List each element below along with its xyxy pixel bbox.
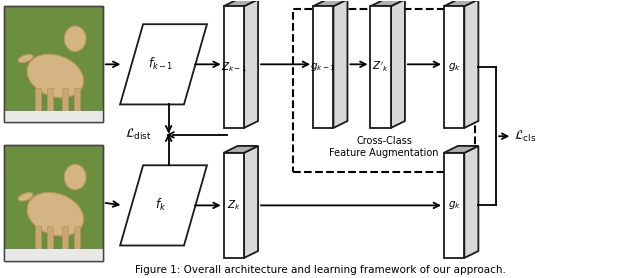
- Polygon shape: [223, 0, 258, 6]
- Bar: [74, 226, 80, 251]
- Text: $Z_k$: $Z_k$: [227, 198, 241, 212]
- Bar: [4, 249, 103, 261]
- Bar: [4, 6, 103, 122]
- Text: $Z_{k-1}$: $Z_{k-1}$: [221, 60, 247, 74]
- Ellipse shape: [27, 192, 84, 236]
- Text: Cross-Class
Feature Augmentation: Cross-Class Feature Augmentation: [330, 136, 439, 158]
- Text: $g_k$: $g_k$: [447, 199, 461, 211]
- Bar: [444, 6, 465, 128]
- Polygon shape: [313, 0, 348, 6]
- Bar: [223, 153, 244, 258]
- Bar: [4, 111, 103, 122]
- Text: $Z'_k$: $Z'_k$: [372, 60, 389, 74]
- Polygon shape: [333, 0, 348, 128]
- Bar: [35, 88, 40, 113]
- Bar: [47, 88, 53, 113]
- Ellipse shape: [64, 164, 86, 190]
- Ellipse shape: [27, 54, 84, 98]
- Text: Figure 1: Overall architecture and learning framework of our approach.: Figure 1: Overall architecture and learn…: [134, 265, 506, 275]
- Bar: [47, 226, 53, 251]
- Text: $\mathcal{L}_{\mathrm{dist}}$: $\mathcal{L}_{\mathrm{dist}}$: [125, 127, 151, 142]
- Polygon shape: [465, 0, 478, 128]
- Ellipse shape: [18, 54, 33, 63]
- Text: $\mathcal{L}_{\mathrm{cls}}$: $\mathcal{L}_{\mathrm{cls}}$: [514, 129, 536, 144]
- Text: $g_{k-1}$: $g_{k-1}$: [310, 61, 336, 73]
- Polygon shape: [391, 0, 405, 128]
- Ellipse shape: [18, 193, 33, 201]
- Bar: [62, 226, 68, 251]
- Text: $f_k$: $f_k$: [155, 197, 166, 214]
- Polygon shape: [465, 146, 478, 258]
- Bar: [35, 226, 40, 251]
- Bar: [4, 145, 103, 261]
- Polygon shape: [371, 0, 405, 6]
- Bar: [293, 9, 475, 172]
- Bar: [313, 6, 333, 128]
- Polygon shape: [444, 146, 478, 153]
- Ellipse shape: [64, 26, 86, 51]
- Text: $g_k$: $g_k$: [447, 61, 461, 73]
- Polygon shape: [244, 0, 258, 128]
- Bar: [223, 6, 244, 128]
- Bar: [74, 88, 80, 113]
- Polygon shape: [120, 165, 207, 245]
- Bar: [4, 145, 103, 261]
- Polygon shape: [444, 0, 478, 6]
- Polygon shape: [120, 24, 207, 105]
- Bar: [444, 153, 465, 258]
- Bar: [371, 6, 391, 128]
- Polygon shape: [244, 146, 258, 258]
- Bar: [4, 6, 103, 122]
- Polygon shape: [223, 146, 258, 153]
- Text: $f_{k-1}$: $f_{k-1}$: [148, 56, 173, 72]
- Bar: [62, 88, 68, 113]
